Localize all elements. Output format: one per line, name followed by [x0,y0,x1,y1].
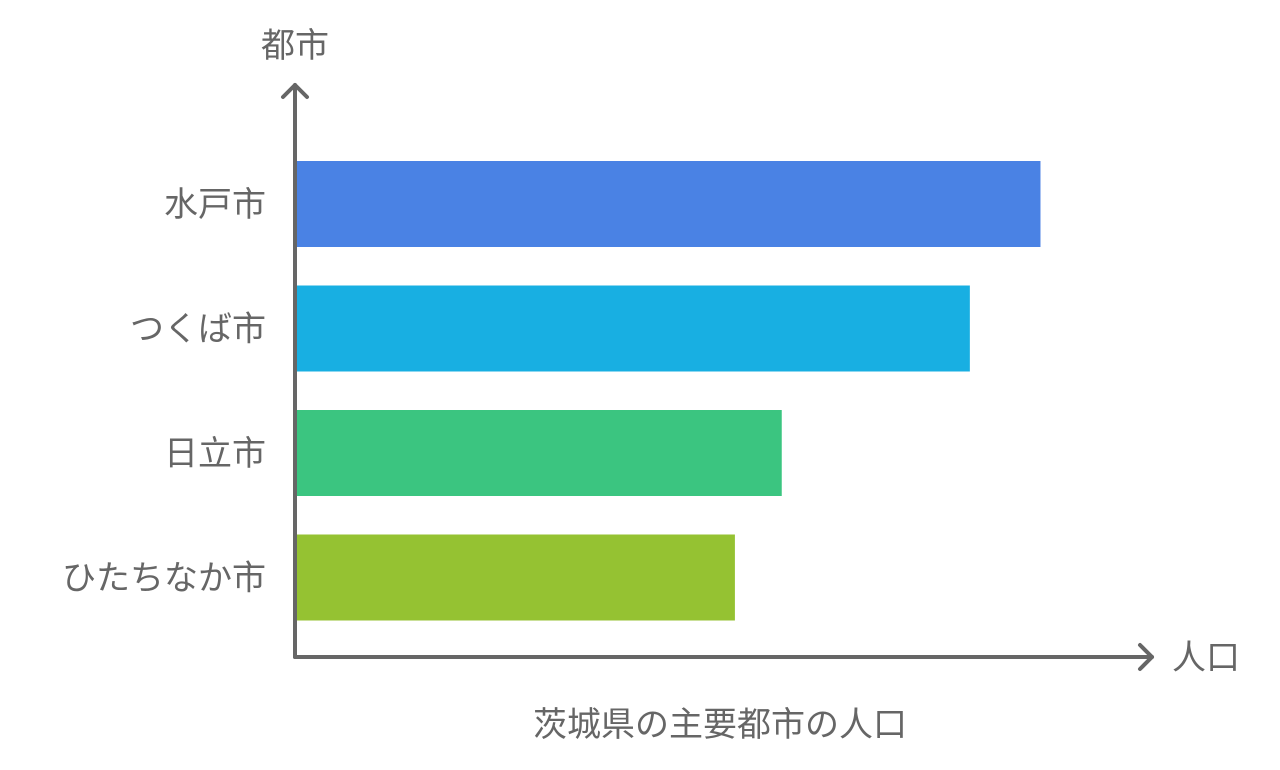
bar-2 [297,285,970,372]
y-axis-label: 都市 [261,26,329,66]
bar-1 [297,161,1041,247]
bar-3 [297,410,782,496]
category-label-1: 水戸市 [164,185,266,225]
y-axis-arrow-icon [281,83,309,99]
bar-4 [297,534,735,621]
x-axis-label: 人口 [1172,638,1240,678]
category-label-4: ひたちなか市 [62,559,266,599]
bars-layer [297,161,1041,621]
category-label-2: つくば市 [130,310,266,350]
category-label-3: 日立市 [164,434,266,474]
chart-title: 茨城県の主要都市の人口 [533,705,907,745]
x-axis-arrow-icon [1138,643,1154,671]
